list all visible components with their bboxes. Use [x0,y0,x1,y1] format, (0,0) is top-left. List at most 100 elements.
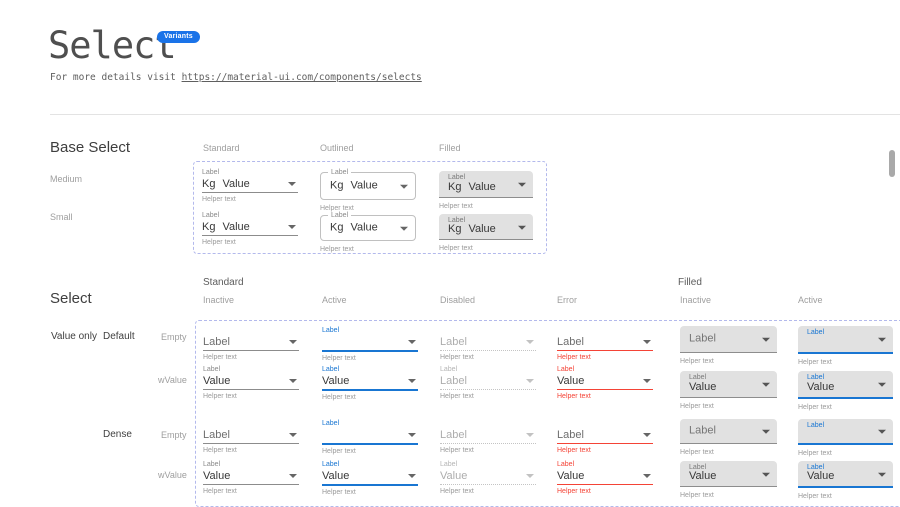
select-value: Label [440,336,467,348]
details-link[interactable]: https://material-ui.com/components/selec… [181,72,422,83]
select-label: Label [448,217,466,224]
select-label: Label [203,461,221,468]
select-control[interactable] [322,335,418,352]
select-control[interactable]: Label [203,335,299,351]
select-control[interactable]: Label [557,335,653,351]
select-value: Label [557,336,584,348]
helper-text: Helper text [202,239,236,246]
helper-text: Helper text [798,359,832,366]
row-header-dense: Dense [103,429,132,440]
select-control[interactable]: Value [557,469,653,485]
select-label: Label [440,366,458,373]
page-title: Select [48,24,177,67]
scrollbar-thumb[interactable] [889,150,895,177]
select-label: Label [689,374,707,381]
row-header-small: Small [50,212,73,222]
select-control[interactable]: Label Kg Value [320,212,416,241]
select-label: Label [203,366,221,373]
select-control[interactable]: Kg Value [202,220,298,236]
select-control[interactable]: Label [680,419,777,444]
select-control[interactable]: Label Value [680,371,777,398]
select-label [440,420,536,428]
select-control[interactable]: Label Value [680,461,777,487]
select-cell: Label Kg Value Helper text [439,171,533,210]
select-cell: Label Label Helper text [440,366,536,400]
select-cell: Label Kg Value Helper text [439,214,533,252]
dropdown-arrow-icon [643,340,651,344]
select-control[interactable]: Label Value [798,461,893,488]
helper-text: Helper text [203,354,237,361]
select-cell: Label Value Helper text [798,371,893,411]
select-control[interactable]: Label [798,326,893,354]
select-value: Kg Value [330,221,378,234]
select-control[interactable]: Label [680,326,777,353]
helper-text: Helper text [557,393,591,400]
select-value: Value [689,381,717,393]
column-header-error: Error [557,295,577,305]
select-label [203,327,299,335]
group-header-filled: Filled [678,277,702,288]
select-cell: Label Value Helper text [680,461,777,499]
dropdown-arrow-icon [878,429,886,434]
select-control[interactable]: Value [203,469,299,485]
select-value: Kg Value [202,178,250,190]
select-cell: Label Value Helper text [203,366,299,400]
select-cell: Label Value Helper text [322,461,418,496]
select-control[interactable]: Kg Value [202,177,298,193]
select-cell: Label Kg Value Helper text [202,169,298,203]
select-control[interactable]: Label Kg Value [439,171,533,198]
select-label: Label [807,464,825,471]
dropdown-arrow-icon [289,433,297,437]
value-prefix: Kg [202,221,216,233]
select-control[interactable]: Value [557,374,653,390]
select-cell: Label Kg Value Helper text [320,169,416,212]
dropdown-arrow-icon [526,474,534,478]
dropdown-arrow-icon [878,337,886,342]
select-label: Label [557,366,575,373]
select-value: Value [557,470,585,482]
column-header-standard: Standard [203,143,240,153]
select-control[interactable]: Label [798,419,893,445]
value-prefix: Kg [448,223,462,235]
helper-text: Helper text [322,355,356,362]
select-control[interactable]: Label [440,428,536,444]
dropdown-arrow-icon [878,472,886,477]
dropdown-arrow-icon [408,474,416,478]
select-control[interactable]: Value [440,469,536,485]
select-label: Label [328,169,352,177]
select-control[interactable]: Label [203,428,299,444]
helper-text: Helper text [203,488,237,495]
select-control[interactable]: Label Kg Value [439,214,533,240]
select-value: Kg Value [448,181,496,193]
select-label: Label [322,420,340,427]
value-prefix: Kg [202,178,216,190]
select-cell: Label Kg Value Helper text [320,212,416,253]
select-control[interactable]: Value [322,469,418,486]
select-control[interactable]: Value [322,374,418,391]
select-cell: Label Helper text [680,326,777,365]
select-value: Label [689,332,716,345]
select-value: Label [557,429,584,441]
helper-text: Helper text [203,447,237,454]
select-cell: Label Helper text [557,420,653,454]
select-states-title: Select [50,290,92,307]
column-header-disabled: Disabled [440,295,476,305]
select-control[interactable]: Label [557,428,653,444]
select-label: Label [807,422,825,429]
select-cell: Label Value Helper text [557,461,653,495]
select-label: Label [322,327,340,334]
dropdown-arrow-icon [762,337,770,342]
select-label [440,327,536,335]
column-header-inactive: Inactive [203,295,235,305]
select-cell: Label Helper text [440,327,536,361]
helper-text: Helper text [322,448,356,455]
select-control[interactable]: Label [440,374,536,390]
select-control[interactable]: Label Kg Value [320,169,416,200]
select-value: Label [440,375,467,387]
select-control[interactable]: Label Value [798,371,893,399]
select-control[interactable] [322,428,418,445]
column-header-filled: Filled [439,143,461,153]
select-control[interactable]: Label [440,335,536,351]
select-label: Label [322,461,340,468]
select-control[interactable]: Value [203,374,299,390]
